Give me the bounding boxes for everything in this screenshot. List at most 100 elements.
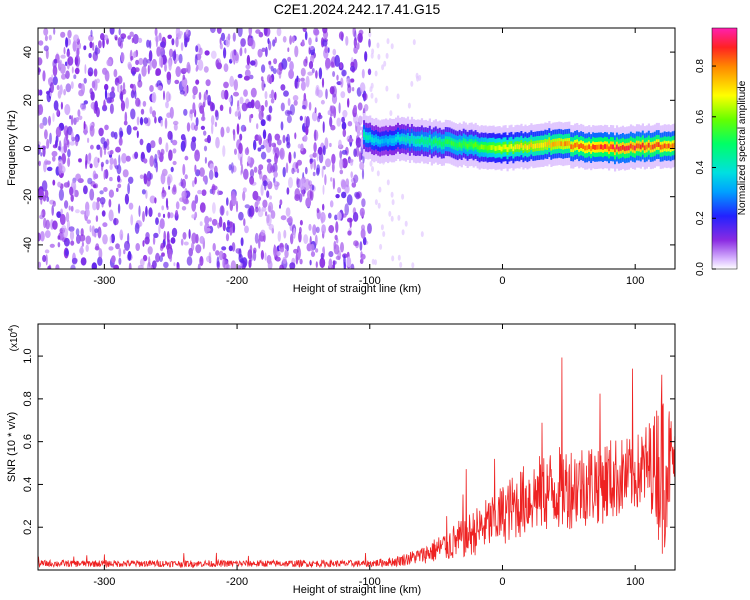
spectrogram-noise-cell bbox=[155, 252, 160, 263]
spectrogram-signal-cell bbox=[506, 147, 509, 152]
spectrogram-noise-cell bbox=[62, 227, 69, 239]
spectrogram-noise-cell bbox=[138, 205, 141, 217]
spectrogram-noise-cell bbox=[255, 29, 261, 34]
spectrogram-signal-cell bbox=[480, 144, 483, 150]
spectrogram-signal-cell bbox=[440, 141, 443, 147]
spectrogram-noise-cell bbox=[138, 57, 144, 66]
spectrogram-noise-cell bbox=[46, 166, 53, 172]
spectrogram-noise-cell bbox=[88, 34, 94, 42]
spectrogram-noise-cell bbox=[322, 203, 325, 211]
spectrogram-x-tick-label: 0 bbox=[499, 275, 505, 287]
spectrogram-noise-cell bbox=[204, 227, 211, 232]
spectrogram-noise-cell bbox=[160, 148, 165, 156]
spectrogram-noise-cell bbox=[304, 30, 308, 41]
spectrogram-noise-cell bbox=[130, 90, 135, 99]
spectrogram-noise-cell bbox=[322, 39, 328, 47]
spectrogram-noise-cell bbox=[168, 185, 171, 190]
spectrogram-noise-cell bbox=[254, 100, 261, 110]
spectrogram-noise-cell bbox=[51, 74, 54, 84]
spectrogram-noise-cell bbox=[215, 250, 220, 256]
spectrogram-noise-cell bbox=[111, 86, 115, 93]
spectrogram-noise-cell bbox=[312, 152, 317, 158]
spectrogram-noise-cell bbox=[42, 70, 46, 82]
spectrogram-signal-cell bbox=[516, 144, 519, 149]
spectrogram-noise-cell bbox=[266, 162, 273, 174]
spectrogram-noise-cell bbox=[228, 97, 232, 103]
spectrogram-noise-cell bbox=[99, 190, 104, 195]
spectrogram-noise-cell bbox=[282, 166, 286, 178]
spectrogram-noise-cell bbox=[265, 211, 268, 217]
spectrogram-noise-cell bbox=[172, 160, 177, 166]
spectrogram-noise-cell bbox=[359, 258, 364, 264]
spectrogram-noise-cell bbox=[96, 197, 101, 202]
spectrogram-noise-cell bbox=[102, 234, 108, 245]
spectrogram-noise-cell bbox=[41, 180, 48, 192]
spectrogram-signal-cell bbox=[472, 143, 475, 149]
spectrogram-noise-cell bbox=[117, 37, 122, 47]
spectrogram-signal-cell bbox=[641, 142, 644, 148]
spectrogram-noise-cell bbox=[330, 177, 333, 182]
spectrogram-y-tick-label: -40 bbox=[22, 237, 34, 253]
spectrogram-noise-cell bbox=[115, 165, 119, 170]
spectrogram-noise-cell bbox=[174, 79, 180, 85]
spectrogram-noise-cell bbox=[75, 209, 80, 214]
spectrogram-noise-cell bbox=[313, 158, 317, 171]
spectrogram-noise-cell bbox=[56, 84, 60, 91]
spectrogram-noise-cell bbox=[65, 83, 72, 93]
spectrogram-signal-cell bbox=[426, 139, 429, 145]
spectrogram-noise-cell bbox=[183, 137, 187, 149]
spectrogram-noise-cell bbox=[412, 39, 416, 46]
spectrogram-noise-cell bbox=[181, 178, 186, 189]
spectrogram-noise-cell bbox=[73, 74, 77, 79]
spectrogram-signal-cell bbox=[500, 146, 503, 152]
spectrogram-noise-cell bbox=[106, 59, 112, 67]
spectrogram-noise-cell bbox=[38, 68, 41, 73]
spectrogram-noise-cell bbox=[154, 197, 157, 204]
spectrogram-noise-cell bbox=[52, 179, 56, 186]
spectrogram-noise-cell bbox=[274, 133, 281, 141]
spectrogram-noise-cell bbox=[350, 171, 354, 179]
spectrogram-noise-cell bbox=[138, 37, 143, 44]
spectrogram-noise-cell bbox=[266, 114, 271, 121]
spectrogram-noise-cell bbox=[331, 153, 336, 165]
spectrogram-signal-cell bbox=[524, 143, 527, 149]
spectrogram-noise-cell bbox=[315, 226, 320, 233]
spectrogram-noise-cell bbox=[308, 47, 311, 55]
spectrogram-noise-cell bbox=[260, 184, 264, 197]
spectrogram-noise-cell bbox=[117, 175, 121, 183]
spectrogram-noise-cell bbox=[383, 60, 387, 67]
spectrogram-noise-cell bbox=[181, 77, 188, 88]
spectrogram-signal-cell bbox=[643, 145, 646, 151]
spectrogram-noise-cell bbox=[57, 146, 61, 151]
spectrogram-noise-cell bbox=[125, 97, 129, 109]
spectrogram-noise-cell bbox=[147, 64, 150, 75]
spectrogram-signal-cell bbox=[502, 144, 505, 150]
spectrogram-noise-cell bbox=[97, 157, 100, 163]
spectrogram-noise-cell bbox=[388, 210, 392, 217]
spectrogram-noise-cell bbox=[134, 151, 139, 159]
spectrogram-noise-cell bbox=[70, 264, 76, 269]
spectrogram-noise-cell bbox=[359, 241, 363, 251]
spectrogram-noise-cell bbox=[249, 169, 255, 178]
spectrogram-noise-cell bbox=[239, 258, 245, 264]
spectrogram-noise-cell bbox=[286, 115, 292, 124]
spectrogram-noise-cell bbox=[184, 174, 188, 180]
spectrogram-noise-cell bbox=[84, 64, 87, 75]
spectrogram-noise-cell bbox=[188, 229, 191, 239]
spectrogram-noise-cell bbox=[261, 79, 265, 92]
spectrogram-noise-cell bbox=[130, 108, 136, 120]
spectrogram-noise-cell bbox=[156, 46, 161, 57]
spectrogram-noise-cell bbox=[319, 257, 326, 269]
spectrogram-noise-cell bbox=[338, 102, 341, 114]
spectrogram-noise-cell bbox=[337, 250, 342, 261]
spectrogram-noise-cell bbox=[48, 264, 52, 269]
spectrogram-noise-cell bbox=[316, 164, 321, 175]
spectrogram-noise-cell bbox=[70, 115, 74, 126]
spectrogram-noise-cell bbox=[195, 169, 201, 177]
spectrogram-signal-cell bbox=[651, 144, 654, 150]
spectrogram-noise-cell bbox=[108, 209, 114, 222]
spectrogram-noise-cell bbox=[305, 75, 310, 88]
spectrogram-noise-cell bbox=[49, 132, 52, 145]
spectrogram-noise-cell bbox=[265, 46, 268, 58]
spectrogram-noise-cell bbox=[332, 259, 336, 269]
